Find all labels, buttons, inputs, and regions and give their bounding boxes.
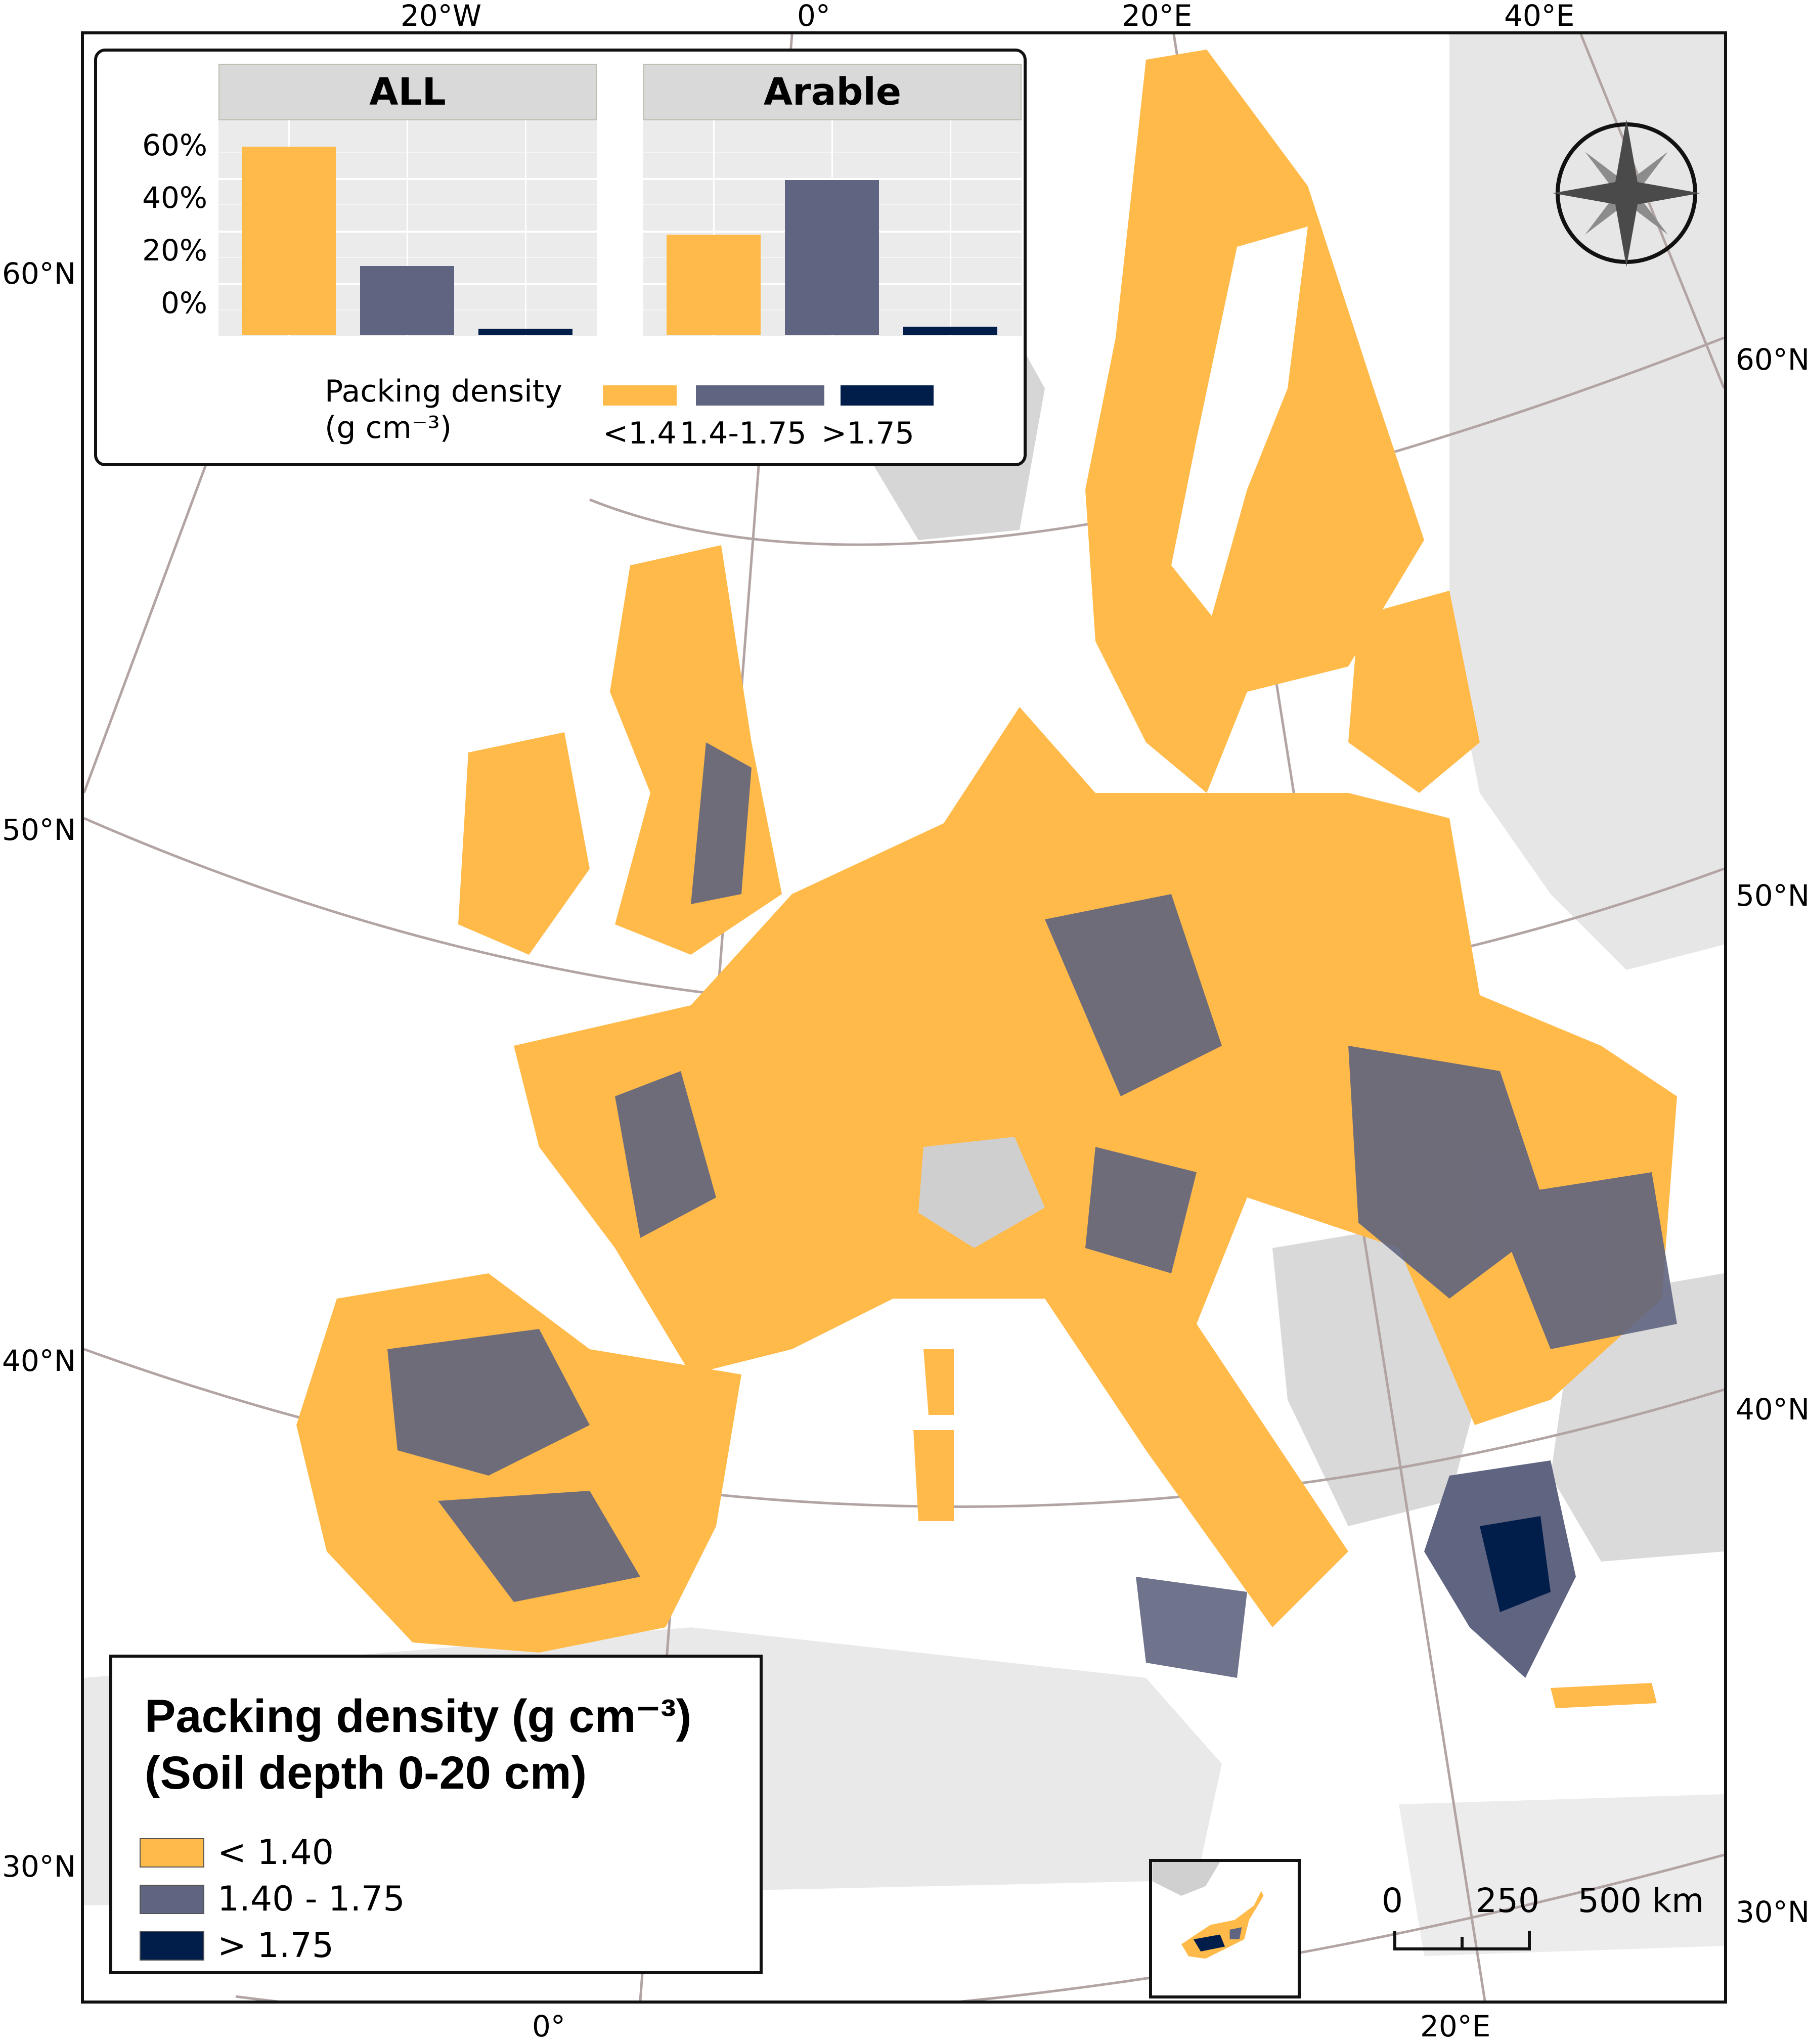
bar-arable-low xyxy=(667,235,761,335)
compass-rose-icon xyxy=(1553,119,1700,267)
ytick-0: 0% xyxy=(160,286,207,320)
map-legend: Packing density (g cm⁻³) (Soil depth 0-2… xyxy=(109,1655,763,1974)
legend-swatch-high xyxy=(140,1931,204,1961)
inset-key-label-mid: 1.4-1.75 xyxy=(680,416,807,451)
legend-title-line2: (Soil depth 0-20 cm) xyxy=(145,1747,587,1799)
inset-legend-title: Packing density (g cm⁻³) xyxy=(325,373,562,446)
lat-label-left-60n: 60°N xyxy=(2,256,76,291)
lon-label-bottom-0: 0° xyxy=(532,2009,565,2043)
scale-label-0: 0 xyxy=(1382,1881,1403,1920)
region-corsica xyxy=(923,1349,954,1415)
lon-label-bottom-20e: 20°E xyxy=(1420,2009,1491,2043)
cyprus-inset xyxy=(1149,1859,1301,1998)
inset-key-high xyxy=(841,385,934,406)
lat-label-right-40n: 40°N xyxy=(1736,1392,1808,1427)
legend-title-line1: Packing density (g cm⁻³) xyxy=(145,1691,692,1742)
panel-arable xyxy=(643,120,1022,338)
inset-bar-chart: ALL Arable xyxy=(94,49,1027,466)
facet-strip-arable: Arable xyxy=(643,64,1022,120)
cyprus-map xyxy=(1152,1862,1264,1959)
legend-swatch-mid xyxy=(140,1884,204,1914)
region-greece-dense xyxy=(1480,1516,1551,1612)
scale-label-250: 250 xyxy=(1476,1881,1539,1920)
scale-bar-ruler xyxy=(1393,1931,1531,1950)
lat-label-left-40n: 40°N xyxy=(2,1344,76,1378)
lon-label-top-20w: 20°W xyxy=(401,0,482,33)
legend-item-low: < 1.40 xyxy=(140,1833,334,1873)
panel-all xyxy=(218,120,597,338)
region-switzerland xyxy=(918,1137,1045,1248)
inset-key-mid xyxy=(696,385,824,406)
legend-label-high: > 1.75 xyxy=(217,1926,334,1966)
inset-key-low xyxy=(603,385,677,406)
region-baltic-sea xyxy=(1171,227,1308,616)
bar-all-mid xyxy=(360,266,454,335)
bar-arable-high xyxy=(903,327,997,335)
region-baltics xyxy=(1348,591,1480,793)
region-crete xyxy=(1551,1683,1657,1708)
bar-all-high xyxy=(478,329,572,335)
lon-label-top-20e: 20°E xyxy=(1122,0,1193,33)
legend-item-high: > 1.75 xyxy=(140,1926,334,1966)
region-ireland xyxy=(458,732,590,955)
scale-bar: 0 250 500 km xyxy=(1380,1881,1704,1962)
lat-label-left-50n: 50°N xyxy=(2,813,76,847)
inset-key-label-low: <1.4 xyxy=(603,416,677,451)
bar-arable-mid xyxy=(785,180,879,335)
legend-swatch-low xyxy=(140,1838,204,1868)
ytick-20: 20% xyxy=(142,233,207,268)
region-sardinia xyxy=(913,1430,954,1521)
lat-label-right-60n: 60°N xyxy=(1736,342,1808,377)
legend-item-mid: 1.40 - 1.75 xyxy=(140,1879,405,1919)
legend-label-low: < 1.40 xyxy=(217,1833,334,1873)
scale-label-500: 500 km xyxy=(1578,1881,1704,1920)
lat-label-right-50n: 50°N xyxy=(1736,878,1808,913)
soil-map xyxy=(296,50,1677,1708)
lon-label-top-0: 0° xyxy=(797,0,830,33)
lat-label-right-30n: 30°N xyxy=(1736,1895,1808,1929)
lat-label-left-30n: 30°N xyxy=(2,1849,76,1884)
ytick-60: 60% xyxy=(142,128,207,162)
legend-title: Packing density (g cm⁻³) (Soil depth 0-2… xyxy=(145,1688,691,1801)
inset-legend-title-line2: (g cm⁻³) xyxy=(325,410,452,446)
inset-key-label-high: >1.75 xyxy=(821,416,914,451)
ytick-40: 40% xyxy=(142,181,207,215)
lon-label-top-40e: 40°E xyxy=(1504,0,1575,33)
bar-all-low xyxy=(242,147,336,335)
inset-legend-title-line1: Packing density xyxy=(325,374,562,409)
legend-label-mid: 1.40 - 1.75 xyxy=(217,1879,405,1919)
facet-strip-all: ALL xyxy=(218,64,597,120)
